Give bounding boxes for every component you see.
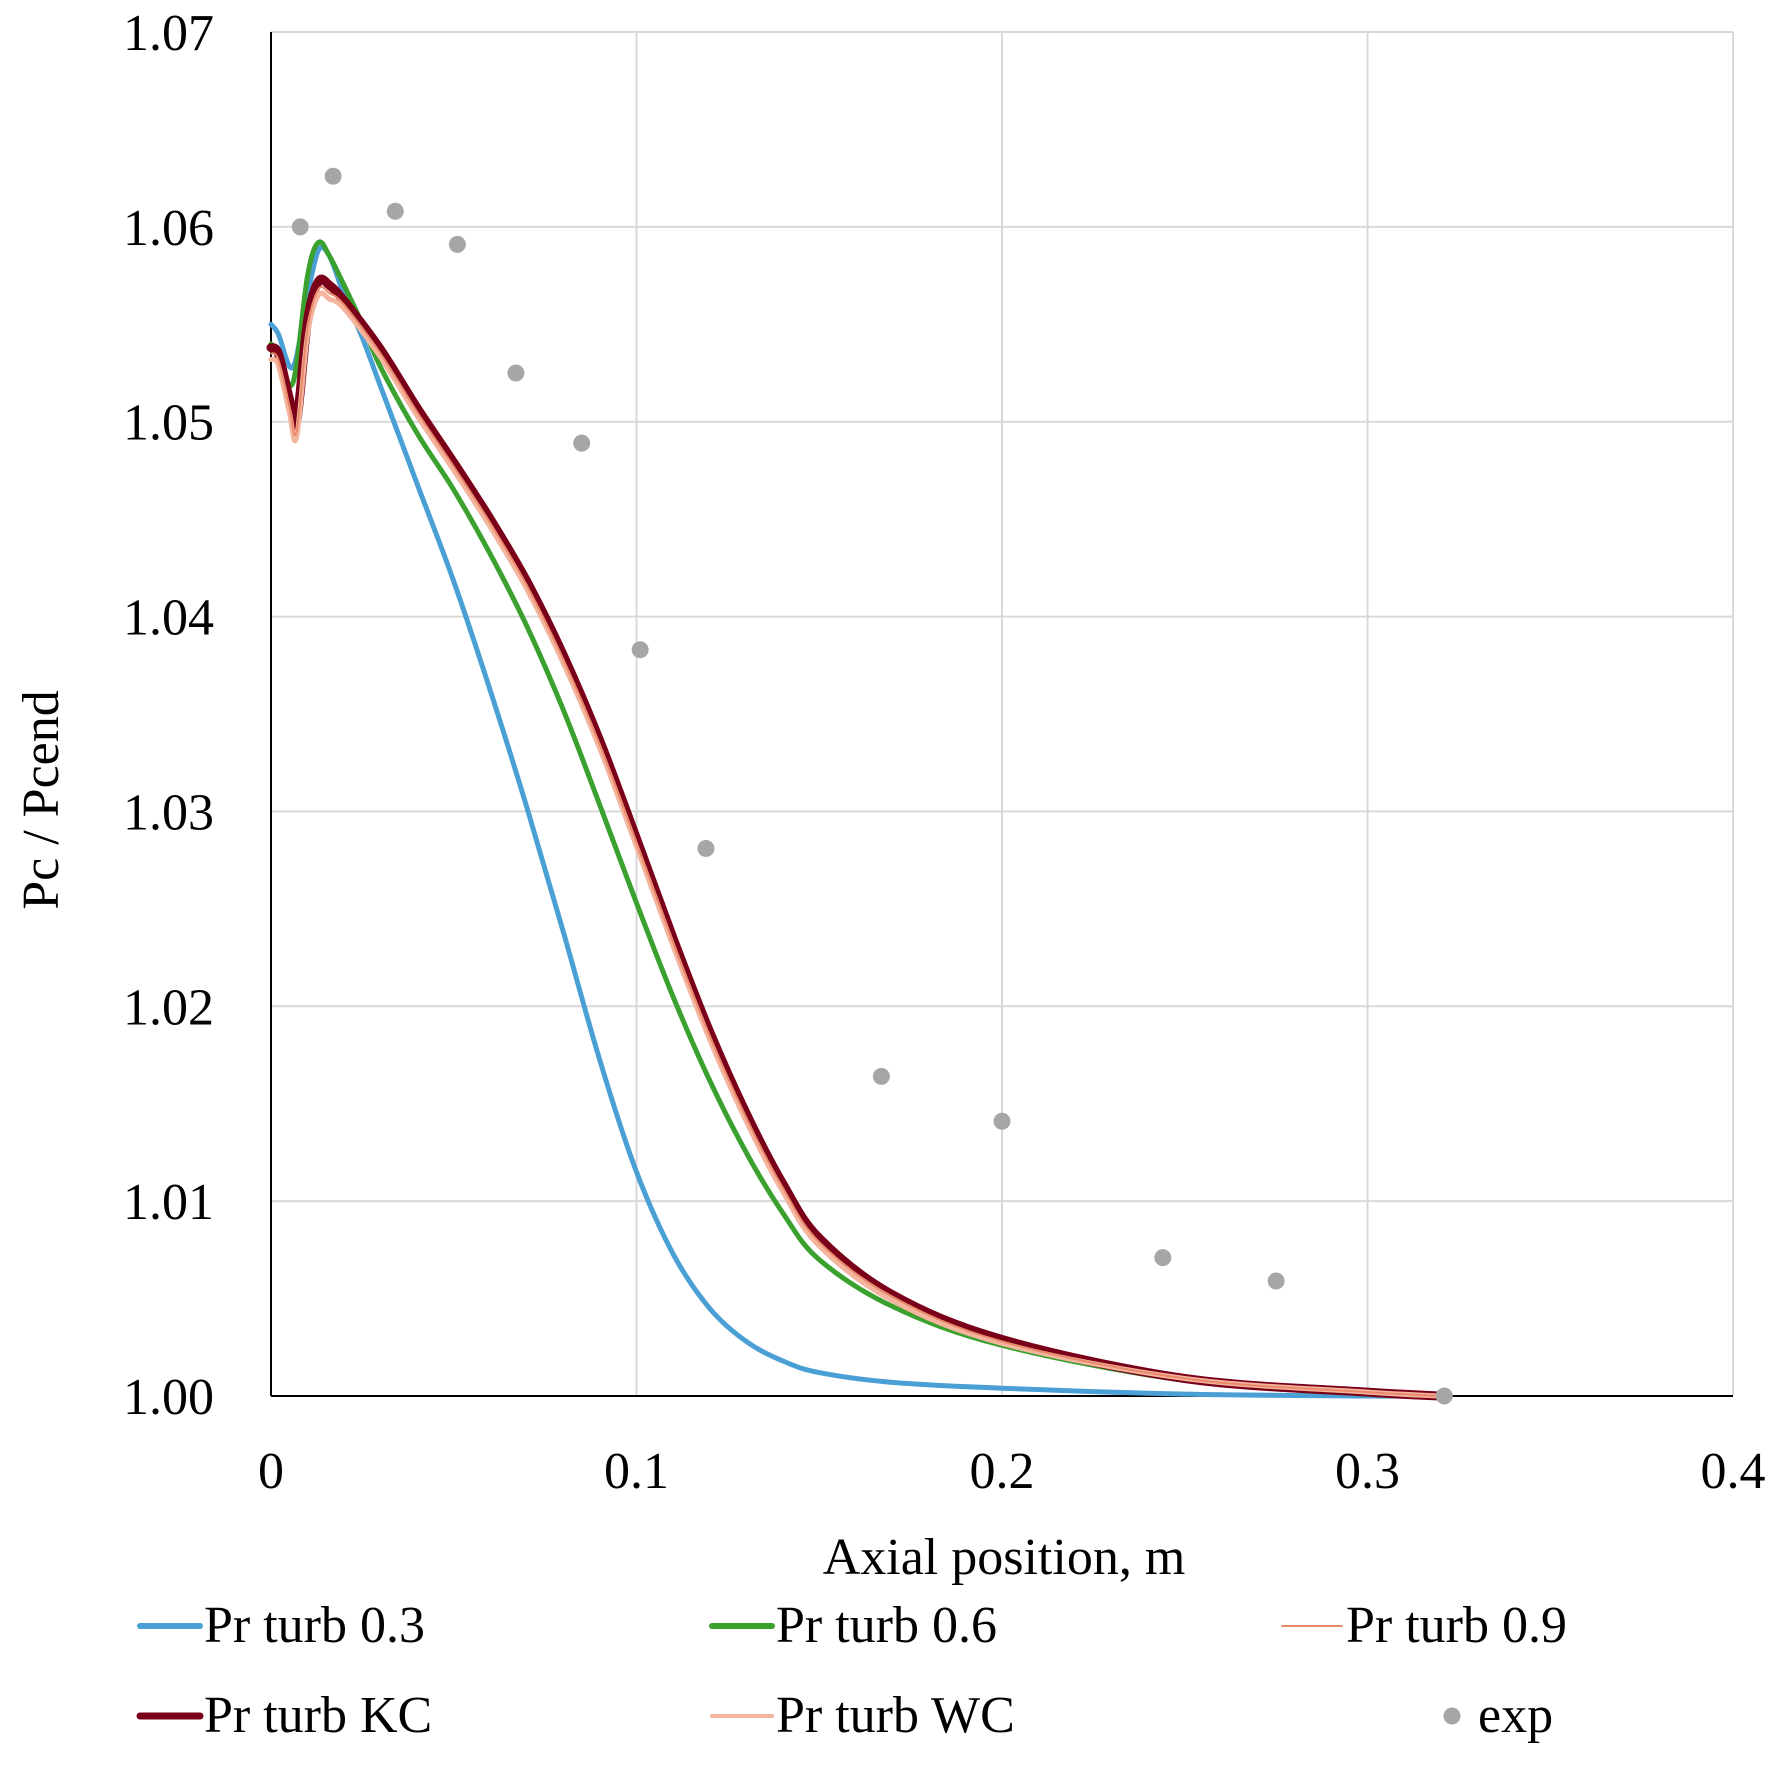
exp-point xyxy=(1154,1249,1172,1267)
exp-point xyxy=(291,218,309,236)
legend-label-pr-turb-0-9: Pr turb 0.9 xyxy=(1346,1597,1567,1654)
y-tick-label: 1.00 xyxy=(123,1369,214,1426)
exp-point xyxy=(1435,1387,1453,1405)
legend-label-exp: exp xyxy=(1478,1687,1553,1744)
legend-swatch-exp xyxy=(1443,1707,1461,1725)
series-line-pr-turb-wc xyxy=(268,290,1444,1399)
legend-label-pr-turb-kc: Pr turb KC xyxy=(204,1687,432,1744)
legend: Pr turb 0.3 Pr turb 0.6 Pr turb 0.9 Pr turb… xyxy=(136,1597,1567,1744)
y-tick-label: 1.02 xyxy=(123,979,214,1036)
exp-point xyxy=(631,641,649,659)
legend-label-pr-turb-0-3: Pr turb 0.3 xyxy=(204,1597,425,1654)
exp-point xyxy=(993,1112,1011,1130)
tick-labels: 1.00 1.01 1.02 1.03 1.04 1.05 1.06 1.07 0 0.1 0.2 0… xyxy=(123,5,1766,1500)
exp-point xyxy=(448,235,466,253)
x-tick-label: 0.2 xyxy=(970,1443,1035,1500)
series-line-pr-turb-0-6 xyxy=(268,239,1444,1399)
x-axis-title: Axial position, m xyxy=(823,1529,1186,1586)
y-tick-label: 1.06 xyxy=(123,200,214,257)
legend-label-pr-turb-wc: Pr turb WC xyxy=(776,1687,1015,1744)
x-tick-label: 0 xyxy=(258,1443,284,1500)
exp-point xyxy=(1267,1272,1285,1290)
exp-point xyxy=(507,364,525,382)
x-tick-label: 0.4 xyxy=(1701,1443,1766,1500)
x-tick-label: 0.3 xyxy=(1335,1443,1400,1500)
y-tick-label: 1.03 xyxy=(123,784,214,841)
series-line-pr-turb-kc xyxy=(266,274,1446,1401)
y-axis-title: Pc / Pcend xyxy=(13,690,70,910)
grid xyxy=(271,31,1734,1396)
x-tick-label: 0.1 xyxy=(604,1443,669,1500)
series-line-pr-turb-0-9 xyxy=(270,286,1442,1397)
series-line-pr-turb-0-3 xyxy=(268,244,1444,1399)
exp-point xyxy=(386,202,404,220)
y-tick-label: 1.07 xyxy=(123,5,214,62)
legend-label-pr-turb-0-6: Pr turb 0.6 xyxy=(776,1597,997,1654)
exp-point xyxy=(697,839,715,857)
series-layer xyxy=(266,167,1453,1405)
y-tick-label: 1.01 xyxy=(123,1174,214,1231)
y-tick-label: 1.05 xyxy=(123,395,214,452)
exp-point xyxy=(324,167,342,185)
exp-point xyxy=(573,434,591,452)
y-tick-label: 1.04 xyxy=(123,590,214,647)
axes xyxy=(270,32,1733,1397)
exp-point xyxy=(872,1067,890,1085)
